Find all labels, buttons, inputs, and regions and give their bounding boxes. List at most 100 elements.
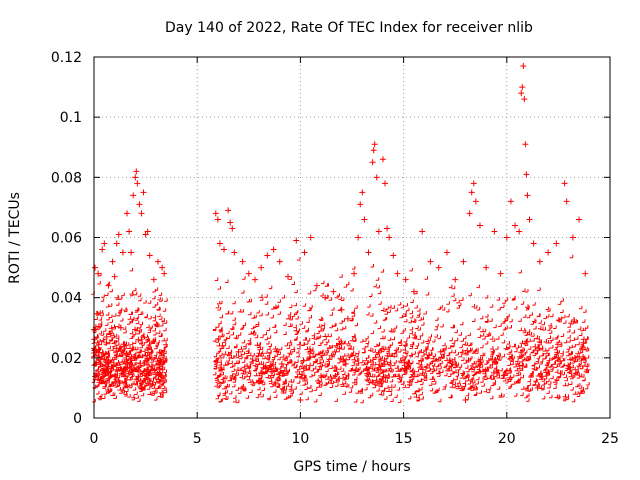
data-point (512, 222, 519, 229)
data-point (344, 315, 351, 322)
data-point (138, 210, 145, 217)
data-point (520, 63, 527, 70)
data-point (569, 234, 576, 241)
data-point (468, 189, 475, 196)
point-cloud-markers (91, 254, 590, 404)
data-point (227, 219, 234, 226)
data-point (134, 180, 141, 187)
data-point (121, 366, 128, 373)
chart-title: Day 140 of 2022, Rate Of TEC Index for r… (165, 20, 533, 36)
y-axis-title: ROTI / TECUs (7, 192, 23, 284)
x-tick-label: 15 (395, 431, 413, 447)
data-point (313, 282, 320, 289)
x-tick-label: 5 (193, 431, 202, 447)
data-point (361, 216, 368, 223)
grid-lines (94, 57, 610, 418)
axis-ticks: 0 5 10 15 20 25 0 0.02 0.04 0.06 0.08 0.1 0.12 (51, 50, 619, 447)
data-point (330, 288, 337, 295)
data-point (97, 360, 104, 367)
data-point (107, 372, 114, 379)
data-point (530, 240, 537, 247)
data-point (534, 384, 541, 391)
data-point (443, 249, 450, 256)
data-point (382, 180, 389, 187)
data-point (105, 282, 112, 289)
data-point (524, 192, 531, 199)
data-point (437, 348, 444, 355)
data-point (342, 360, 349, 367)
x-axis-title: GPS time / hours (293, 459, 410, 475)
data-point (159, 264, 166, 271)
data-point (126, 228, 133, 235)
data-point (101, 240, 108, 247)
data-point (154, 258, 161, 265)
y-tick-label: 0.1 (60, 110, 82, 126)
x-tick-label: 0 (90, 431, 99, 447)
data-point (276, 258, 283, 265)
data-point (301, 249, 308, 256)
data-point (231, 249, 238, 256)
data-point (545, 249, 552, 256)
data-point (462, 396, 469, 403)
data-point (113, 240, 120, 247)
data-point (124, 210, 131, 217)
plot-frame (93, 56, 611, 419)
data-point (406, 378, 413, 385)
data-point (133, 168, 140, 175)
y-tick-label: 0.04 (51, 291, 82, 307)
data-point (221, 246, 228, 253)
data-point (103, 339, 110, 346)
data-point (318, 372, 325, 379)
data-point (351, 270, 358, 277)
data-point (519, 84, 526, 91)
data-point (402, 276, 409, 283)
data-point (115, 231, 122, 238)
data-point (375, 228, 382, 235)
data-point (132, 174, 139, 181)
data-point (218, 366, 225, 373)
y-tick-label: 0 (73, 411, 82, 427)
data-point (264, 252, 271, 259)
data-point (140, 189, 147, 196)
data-point (563, 198, 570, 205)
data-point (369, 159, 376, 166)
data-point (410, 288, 417, 295)
data-point (576, 216, 583, 223)
data-point (491, 228, 498, 235)
data-point (483, 264, 490, 271)
data-point (555, 354, 562, 361)
data-point (497, 270, 504, 277)
x-tick-label: 10 (291, 431, 309, 447)
data-point (117, 324, 124, 331)
data-point (119, 249, 126, 256)
data-point (322, 294, 329, 301)
data-point (130, 192, 137, 199)
data-point (518, 90, 525, 97)
data-point (521, 96, 528, 103)
data-point (435, 264, 442, 271)
x-tick-label: 20 (498, 431, 516, 447)
y-tick-label: 0.02 (51, 351, 82, 367)
data-point (561, 180, 568, 187)
y-tick-label: 0.06 (51, 231, 82, 247)
data-point (460, 258, 467, 265)
data-point (355, 234, 362, 241)
data-points (92, 63, 591, 403)
data-point (427, 258, 434, 265)
data-point (161, 270, 168, 277)
dense-point-cloud (91, 254, 590, 404)
data-point (584, 366, 591, 373)
data-point (523, 171, 530, 178)
data-point (128, 249, 135, 256)
data-point (135, 336, 142, 343)
data-point (419, 228, 426, 235)
data-point (394, 270, 401, 277)
data-point (256, 378, 263, 385)
data-point (225, 207, 232, 214)
data-point (390, 252, 397, 259)
data-point (493, 366, 500, 373)
data-point (144, 228, 151, 235)
data-point (466, 210, 473, 217)
data-point (293, 237, 300, 244)
data-point (476, 222, 483, 229)
